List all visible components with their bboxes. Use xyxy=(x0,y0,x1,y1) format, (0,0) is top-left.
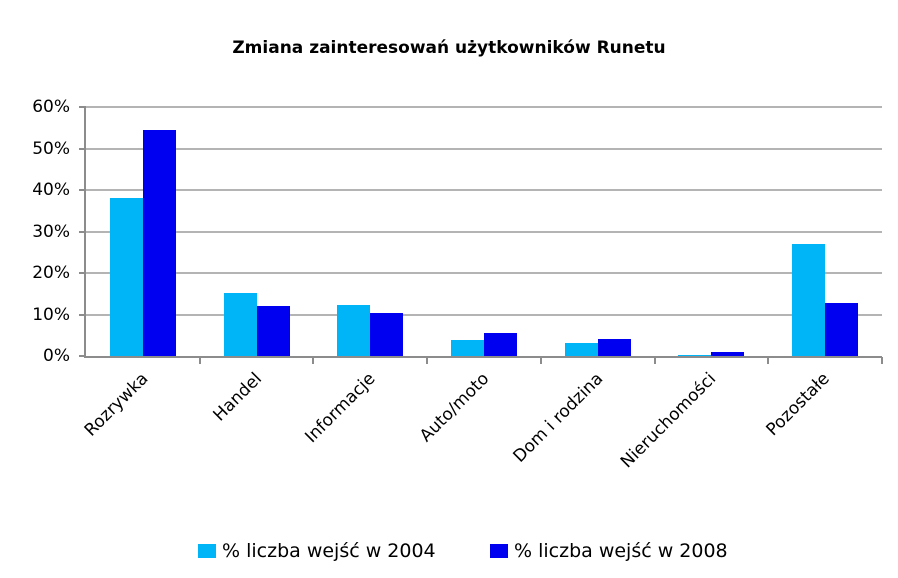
legend-item-2004: % liczba wejść w 2004 xyxy=(198,540,436,562)
x-tick-label: Pozostałe xyxy=(762,368,834,441)
plot-area xyxy=(79,106,883,364)
legend-label-2004: % liczba wejść w 2004 xyxy=(222,540,436,562)
y-tick-label: 30% xyxy=(32,221,70,242)
y-tick xyxy=(79,355,86,357)
gridline xyxy=(86,147,882,150)
bar-2008 xyxy=(142,129,176,356)
x-tick xyxy=(426,357,429,364)
legend-label-2008: % liczba wejść w 2008 xyxy=(514,540,728,562)
y-tick xyxy=(79,189,86,191)
y-tick-label: 50% xyxy=(32,138,70,159)
bar-2008 xyxy=(597,339,631,356)
gridline xyxy=(86,272,882,274)
y-tick xyxy=(79,147,86,150)
bar-2004 xyxy=(564,343,598,356)
y-tick-label: 60% xyxy=(32,97,70,117)
x-tick-label: Dom i rodzina xyxy=(509,368,608,467)
x-tick xyxy=(539,357,542,364)
legend: % liczba wejść w 2004 % liczba wejść w 2… xyxy=(0,540,898,564)
x-tick xyxy=(881,357,883,364)
x-tick-label: Nieruchomości xyxy=(617,368,721,473)
bar-2004 xyxy=(109,198,143,356)
bar-2004 xyxy=(451,340,484,356)
x-tick xyxy=(312,357,315,364)
y-tick-label: 0% xyxy=(43,346,70,366)
x-tick xyxy=(198,357,201,364)
y-tick xyxy=(79,313,86,316)
bar-2004 xyxy=(223,292,257,356)
bar-2008 xyxy=(484,333,517,356)
y-tick-label: 20% xyxy=(32,263,70,283)
y-tick xyxy=(79,106,86,108)
bar-2008 xyxy=(825,302,859,356)
x-tick xyxy=(767,357,770,364)
bar-2008 xyxy=(711,352,745,356)
x-tick-label: Rozrywka xyxy=(80,368,153,441)
gridline xyxy=(86,189,882,191)
chart-title: Zmiana zainteresowań użytkowników Runetu xyxy=(232,38,666,58)
gridline xyxy=(86,106,882,108)
gridline xyxy=(86,230,882,233)
y-tick xyxy=(79,272,86,274)
x-tick xyxy=(653,357,656,364)
legend-swatch-2008 xyxy=(490,544,508,558)
gridline xyxy=(86,313,882,316)
bar-2004 xyxy=(792,243,826,356)
bar-2008 xyxy=(370,312,404,356)
x-tick-label: Handel xyxy=(209,368,266,426)
x-tick-label: Auto/moto xyxy=(416,368,494,447)
y-tick xyxy=(79,230,86,233)
legend-item-2008: % liczba wejść w 2008 xyxy=(490,540,728,562)
bar-2004 xyxy=(678,354,712,356)
y-tick-label: 40% xyxy=(32,180,70,200)
legend-swatch-2004 xyxy=(198,544,216,558)
x-tick-label: Informacje xyxy=(301,368,380,447)
bar-2008 xyxy=(256,306,290,356)
bar-2004 xyxy=(337,304,371,356)
y-tick-label: 10% xyxy=(32,304,70,325)
